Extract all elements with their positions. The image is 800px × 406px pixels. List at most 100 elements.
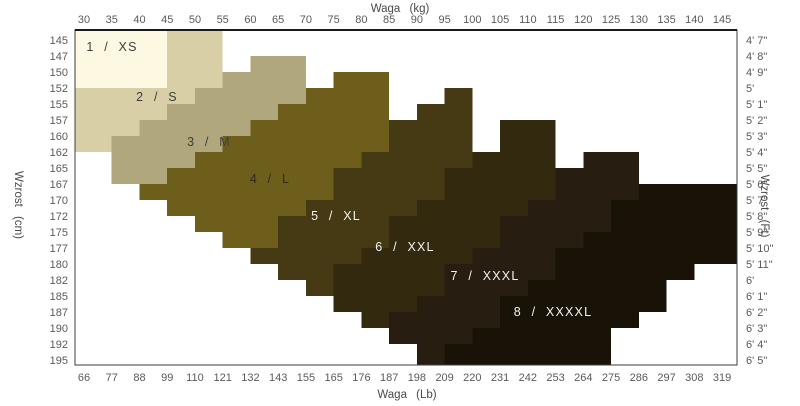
left-axis-tick-cm: 155	[50, 99, 68, 111]
right-axis-tick-ft: 5' 11"	[746, 259, 773, 271]
right-axis-tick-ft: 4' 9"	[746, 67, 767, 79]
size-region-l	[333, 72, 362, 168]
right-axis-tick-ft: 6' 1"	[746, 291, 767, 303]
bottom-axis-tick-lb: 275	[602, 372, 620, 384]
size-region-s	[194, 30, 223, 88]
size-region-xxxxl	[472, 328, 501, 365]
size-region-m	[222, 72, 251, 136]
top-axis-tick-kg: 50	[189, 14, 201, 26]
top-axis-tick-kg: 80	[355, 14, 367, 26]
right-axis-tick-ft: 5' 10"	[746, 243, 774, 255]
bottom-axis-tick-lb: 143	[269, 372, 287, 384]
size-region-l	[361, 72, 390, 152]
right-axis-tick-ft: 5' 6"	[746, 179, 767, 191]
size-label-l: 4 / L	[250, 172, 290, 186]
bottom-axis-tick-lb: 165	[324, 372, 342, 384]
size-region-xxl	[416, 200, 445, 296]
size-region-xl	[361, 152, 390, 248]
size-region-xxxxl	[555, 248, 584, 365]
size-region-xxxxl	[500, 296, 528, 365]
bottom-axis-tick-lb: 253	[546, 372, 564, 384]
bottom-axis-tick-lb: 242	[519, 372, 537, 384]
top-axis-tick-kg: 95	[438, 14, 450, 26]
top-axis-tick-kg: 45	[161, 14, 173, 26]
left-axis-tick-cm: 145	[50, 35, 68, 47]
bottom-axis-tick-lb: 209	[435, 372, 453, 384]
right-axis-tick-ft: 6' 2"	[746, 307, 767, 319]
top-axis-tick-kg: 60	[244, 14, 256, 26]
size-region-xl	[416, 104, 445, 200]
bottom-axis-tick-lb: 88	[133, 372, 145, 384]
top-axis-tick-kg: 65	[272, 14, 284, 26]
bottom-axis-tick-lb: 99	[161, 372, 173, 384]
bottom-axis-tick-lb: 155	[297, 372, 315, 384]
left-axis-tick-cm: 157	[50, 115, 68, 127]
size-region-xxxl	[611, 152, 639, 200]
top-axis-tick-kg: 55	[217, 14, 229, 26]
size-region-m	[167, 104, 195, 168]
right-axis-title: Wzrost (Ft)	[758, 175, 770, 238]
size-region-xxl	[472, 152, 501, 248]
size-region-xs	[139, 30, 168, 88]
bottom-axis-title: Waga (Lb)	[377, 389, 436, 401]
bottom-axis-tick-lb: 220	[463, 372, 481, 384]
top-axis-tick-kg: 120	[574, 14, 592, 26]
size-label-xxl: 6 / XXL	[375, 240, 434, 254]
right-axis-tick-ft: 5' 5"	[746, 163, 767, 175]
size-region-xl	[389, 120, 417, 216]
left-axis-tick-cm: 177	[50, 243, 68, 255]
bottom-axis-tick-lb: 110	[186, 372, 204, 384]
top-axis-tick-kg: 140	[685, 14, 703, 26]
size-label-xs: 1 / XS	[86, 40, 137, 54]
size-region-xxl	[361, 248, 390, 328]
left-axis-tick-cm: 185	[50, 291, 68, 303]
size-region-m	[194, 88, 223, 152]
bottom-axis-tick-lb: 308	[685, 372, 703, 384]
bottom-axis-tick-lb: 231	[491, 372, 509, 384]
size-region-xs	[75, 30, 112, 88]
bottom-axis-tick-lb: 132	[241, 372, 259, 384]
right-axis-tick-ft: 5' 7"	[746, 195, 767, 207]
size-region-xxxl	[416, 296, 445, 365]
top-axis-tick-kg: 30	[78, 14, 90, 26]
bottom-axis-tick-lb: 264	[574, 372, 592, 384]
right-axis-tick-ft: 5' 8"	[746, 211, 767, 223]
left-axis-tick-cm: 182	[50, 275, 68, 287]
size-region-s	[75, 88, 112, 152]
left-axis-tick-cm: 187	[50, 307, 68, 319]
size-region-xxxxl	[666, 184, 695, 280]
right-axis-tick-ft: 6' 4"	[746, 339, 767, 351]
top-axis-tick-kg: 70	[300, 14, 312, 26]
right-axis-tick-ft: 4' 7"	[746, 35, 767, 47]
size-region-l	[167, 168, 195, 216]
right-axis-tick-ft: 5' 1"	[746, 99, 767, 111]
size-region-xxxxl	[638, 184, 667, 312]
size-region-s	[167, 30, 195, 104]
bottom-axis-tick-lb: 319	[713, 372, 731, 384]
size-region-xxxl	[583, 152, 612, 232]
top-axis-tick-kg: 85	[383, 14, 395, 26]
size-region-xxxxl	[583, 232, 612, 365]
top-axis-tick-kg: 110	[519, 14, 537, 26]
bottom-axis-tick-lb: 198	[408, 372, 426, 384]
size-region-l	[278, 104, 306, 216]
size-label-xxxxl: 8 / XXXXL	[514, 305, 592, 319]
size-region-xxl	[333, 264, 362, 312]
top-axis-tick-kg: 145	[713, 14, 731, 26]
right-axis-tick-ft: 6' 5"	[746, 355, 767, 367]
size-region-xxxxl	[611, 200, 639, 328]
left-axis-tick-cm: 192	[50, 339, 68, 351]
bottom-axis-tick-lb: 187	[380, 372, 398, 384]
top-axis-tick-kg: 105	[491, 14, 509, 26]
bottom-axis-tick-lb: 297	[657, 372, 675, 384]
right-axis-tick-ft: 6' 3"	[746, 323, 767, 335]
size-region-xxxl	[527, 200, 556, 280]
top-axis-tick-kg: 40	[133, 14, 145, 26]
top-axis-tick-kg: 115	[547, 14, 565, 26]
size-region-xxl	[500, 120, 528, 216]
left-axis-tick-cm: 152	[50, 83, 68, 95]
left-axis-tick-cm: 180	[50, 259, 68, 271]
size-region-s	[139, 88, 168, 120]
size-region-xl	[333, 168, 362, 264]
left-axis-tick-cm: 165	[50, 163, 68, 175]
